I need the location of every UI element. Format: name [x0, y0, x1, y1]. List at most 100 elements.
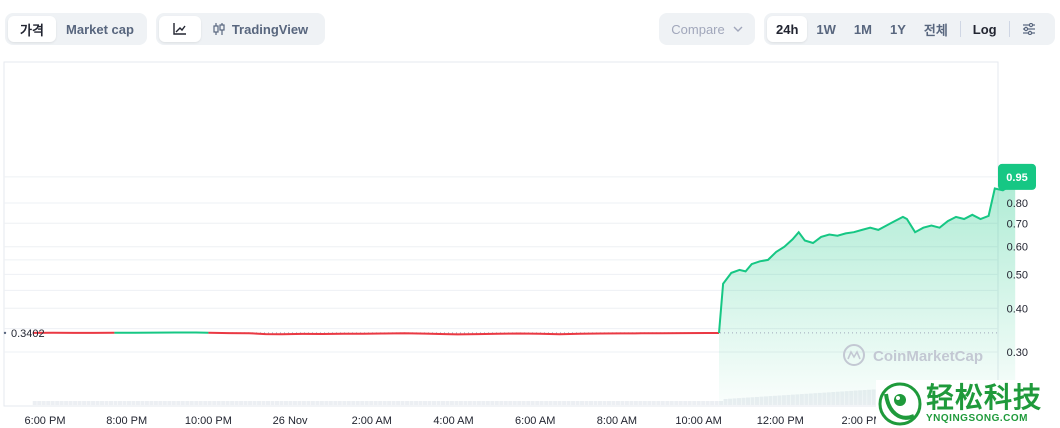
volume-bar: [167, 401, 172, 405]
volume-bar: [203, 401, 208, 405]
volume-bar: [409, 401, 414, 405]
volume-bar: [669, 401, 674, 405]
range-24h[interactable]: 24h: [767, 16, 808, 42]
volume-bar: [678, 401, 683, 405]
volume-bar: [557, 401, 562, 405]
log-scale-button[interactable]: Log: [972, 21, 997, 37]
volume-bar: [319, 401, 324, 405]
volume-bar: [535, 401, 540, 405]
volume-bar: [705, 401, 710, 405]
compare-dropdown[interactable]: Compare: [659, 13, 755, 45]
tab-price[interactable]: 가격: [8, 16, 56, 42]
y-tick-label: 0.50: [1007, 269, 1028, 281]
volume-bar: [310, 401, 315, 405]
volume-bar: [544, 401, 549, 405]
volume-bar: [252, 401, 257, 405]
volume-bar: [436, 401, 441, 405]
range-1w[interactable]: 1W: [816, 21, 836, 37]
tab-market-cap[interactable]: Market cap: [66, 21, 134, 37]
range-1m[interactable]: 1M: [853, 21, 872, 37]
volume-bar: [55, 401, 60, 405]
coinmarketcap-watermark: CoinMarketCap: [843, 344, 983, 366]
volume-bar: [548, 401, 553, 405]
volume-bar: [423, 401, 428, 405]
chart-settings-button[interactable]: [1013, 16, 1045, 42]
volume-bar: [530, 401, 535, 405]
range-all[interactable]: 전체: [923, 22, 948, 38]
volume-bar: [261, 401, 266, 405]
volume-bar: [575, 401, 580, 405]
range-1y[interactable]: 1Y: [889, 21, 906, 37]
volume-bar: [463, 401, 468, 405]
volume-bar: [656, 401, 661, 405]
volume-bar: [476, 401, 481, 405]
baseline-value-label: 0.3402: [11, 328, 45, 340]
line-chart-icon: [173, 23, 186, 35]
volume-bar: [355, 401, 360, 405]
volume-bar: [566, 401, 571, 405]
volume-bar: [364, 401, 369, 405]
x-tick-label: 2:00 AM: [352, 415, 392, 427]
volume-bar: [472, 401, 477, 405]
volume-bar: [257, 401, 262, 405]
tradingview-button[interactable]: TradingView: [201, 16, 319, 42]
brand-name-en: YNQINGSONG.COM: [926, 413, 1029, 424]
volume-bar: [571, 401, 576, 405]
volume-bar: [221, 401, 226, 405]
volume-bar: [454, 401, 459, 405]
volume-bar: [580, 401, 585, 405]
volume-bar: [701, 401, 706, 405]
volume-bar: [432, 401, 437, 405]
volume-bar: [207, 401, 212, 405]
volume-bar: [91, 401, 96, 405]
volume-bar: [485, 401, 490, 405]
volume-bar: [149, 401, 154, 405]
volume-bar: [158, 401, 163, 405]
volume-bar: [494, 401, 499, 405]
x-tick-label: 8:00 AM: [597, 415, 637, 427]
line-chart-button[interactable]: [159, 16, 201, 42]
x-tick-label: 2:00 PM: [842, 415, 883, 427]
volume-bar: [234, 401, 239, 405]
chart-type-toggle: TradingView: [156, 13, 325, 45]
volume-bar: [521, 401, 526, 405]
volume-bar: [606, 401, 611, 405]
volume-bar: [396, 401, 401, 405]
volume-bar: [144, 401, 149, 405]
volume-bar: [508, 401, 513, 405]
volume-bar: [153, 401, 158, 405]
y-axis: 0.30 0.40 0.50 0.60 0.70 0.80: [1007, 198, 1028, 359]
x-tick-label: 8:00 PM: [106, 415, 147, 427]
volume-bar: [710, 401, 715, 405]
volume-bar: [539, 401, 544, 405]
price-area: [32, 176, 1016, 405]
volume-bar: [162, 401, 167, 405]
volume-bar: [46, 401, 51, 405]
volume-bar: [449, 401, 454, 405]
baseline-label: 0.3402: [3, 328, 45, 340]
volume-bar: [180, 401, 185, 405]
volume-bar: [405, 401, 410, 405]
volume-bar: [351, 401, 356, 405]
price-line-up: [718, 176, 1017, 334]
candlestick-icon: [213, 23, 225, 35]
divider: [1008, 21, 1010, 37]
volume-bar: [683, 401, 688, 405]
volume-bar: [306, 401, 311, 405]
volume-bar: [283, 401, 288, 405]
volume-bar: [189, 401, 194, 405]
volume-bar: [445, 401, 450, 405]
metric-toggle: 가격 Market cap: [5, 13, 147, 45]
volume-bar: [185, 401, 190, 405]
volume-bar: [315, 401, 320, 405]
volume-bar: [77, 401, 82, 405]
brand-name-cn: 轻松科技: [926, 382, 1043, 413]
volume-bar: [37, 401, 42, 405]
volume-bar: [427, 401, 432, 405]
volume-bar: [324, 401, 329, 405]
volume-bar: [665, 401, 670, 405]
volume-bar: [369, 401, 374, 405]
time-range-toggle: 24h 1W 1M 1Y 전체 Log: [764, 13, 1055, 45]
volume-bar: [651, 401, 656, 405]
